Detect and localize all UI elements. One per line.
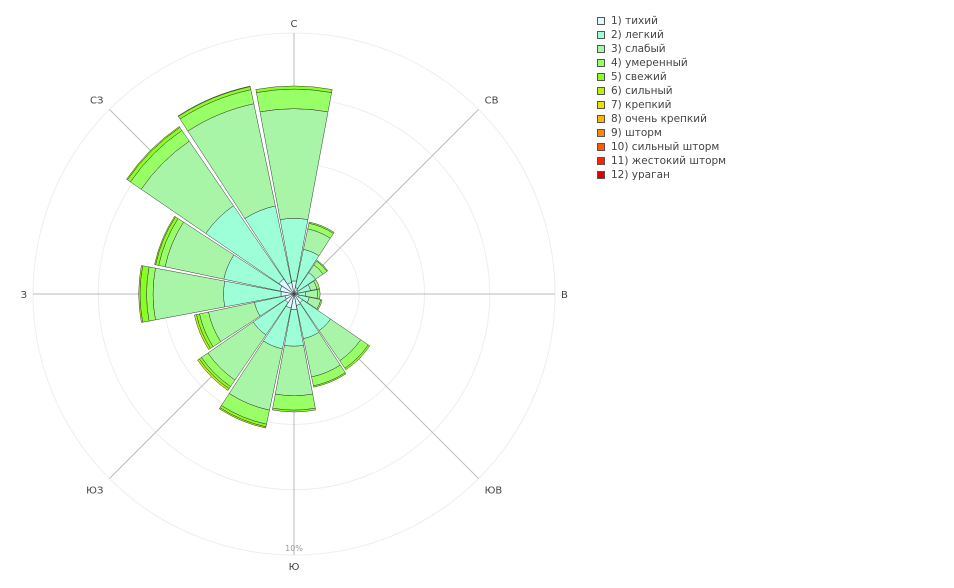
legend-item[interactable]: 6) сильный <box>597 84 726 98</box>
wind-bar-segment <box>154 215 176 266</box>
legend-item[interactable]: 8) очень крепкий <box>597 112 726 126</box>
wind-bar-segment <box>313 372 347 388</box>
legend-item[interactable]: 12) ураган <box>597 168 726 182</box>
legend-item[interactable]: 3) слабый <box>597 42 726 56</box>
wind-bar-segment <box>218 407 267 429</box>
legend: 1) тихий 2) легкий 3) слабый 4) умеренный 5)… <box>597 14 726 182</box>
wind-bar-segment <box>256 88 332 113</box>
legend-swatch <box>597 59 605 67</box>
compass-label: В <box>561 290 568 301</box>
legend-swatch <box>597 143 605 151</box>
legend-label: 6) сильный <box>611 85 673 97</box>
wind-bar-segment <box>138 265 143 323</box>
legend-item[interactable]: 2) легкий <box>597 28 726 42</box>
legend-item[interactable]: 4) умеренный <box>597 56 726 70</box>
legend-swatch <box>597 45 605 53</box>
wind-bar-segment <box>316 299 323 310</box>
wind-bars <box>126 85 371 429</box>
legend-swatch <box>597 129 605 137</box>
legend-label: 5) свежий <box>611 71 667 83</box>
radial-tick-label: 10% <box>285 544 303 553</box>
legend-swatch <box>597 31 605 39</box>
wind-bar-segment <box>316 259 329 272</box>
legend-label: 9) шторм <box>611 127 662 139</box>
legend-label: 10) сильный шторм <box>611 141 720 153</box>
legend-swatch <box>597 157 605 165</box>
legend-swatch <box>597 115 605 123</box>
legend-item[interactable]: 1) тихий <box>597 14 726 28</box>
legend-swatch <box>597 87 605 95</box>
compass-label: СВ <box>485 95 499 106</box>
compass-label: ЮЗ <box>86 486 103 497</box>
wind-bar-segment <box>272 407 316 413</box>
wind-bar-segment <box>177 85 251 117</box>
legend-item[interactable]: 7) крепкий <box>597 98 726 112</box>
legend-label: 4) умеренный <box>611 57 688 69</box>
compass-labels: С СВ В ЮВ Ю ЮЗ З СЗ 10% <box>21 19 568 573</box>
compass-label: СЗ <box>90 95 103 106</box>
wind-bar-segment <box>272 393 316 411</box>
wind-bar-segment <box>344 344 371 371</box>
wind-bar-segment <box>126 126 181 181</box>
legend-swatch <box>597 101 605 109</box>
legend-label: 12) ураган <box>611 169 670 181</box>
legend-item[interactable]: 11) жестокий шторм <box>597 154 726 168</box>
wind-bar-segment <box>308 221 335 234</box>
legend-label: 2) легкий <box>611 29 664 41</box>
legend-item[interactable]: 10) сильный шторм <box>597 140 726 154</box>
legend-label: 8) очень крепкий <box>611 113 707 125</box>
legend-label: 1) тихий <box>611 15 658 27</box>
wind-bar-segment <box>313 279 320 290</box>
legend-label: 3) слабый <box>611 43 666 55</box>
wind-bar-segment <box>197 358 230 391</box>
legend-label: 11) жестокий шторм <box>611 155 727 167</box>
wind-bar-segment <box>316 288 321 300</box>
wind-bar-segment <box>194 314 211 350</box>
compass-label: Ю <box>289 562 300 573</box>
compass-label: С <box>291 19 298 30</box>
compass-label: ЮВ <box>485 486 503 497</box>
legend-item[interactable]: 5) свежий <box>597 70 726 84</box>
legend-swatch <box>597 171 605 179</box>
legend-item[interactable]: 9) шторм <box>597 126 726 140</box>
wind-bar-segment <box>255 85 333 93</box>
legend-swatch <box>597 17 605 25</box>
compass-label: З <box>21 290 27 301</box>
grid-spoke <box>293 109 479 295</box>
legend-label: 7) крепкий <box>611 99 672 111</box>
legend-swatch <box>597 73 605 81</box>
